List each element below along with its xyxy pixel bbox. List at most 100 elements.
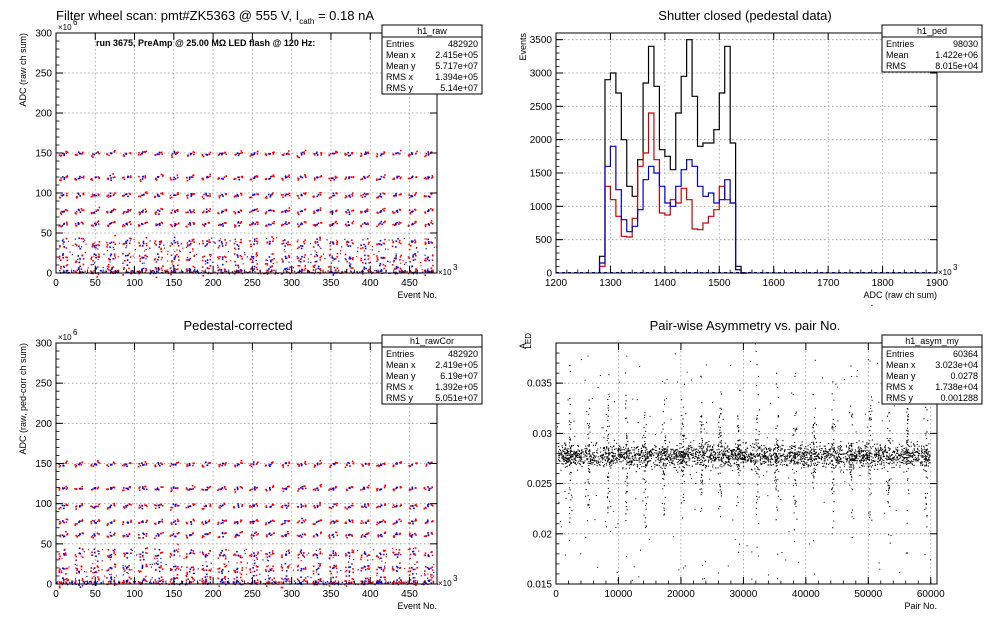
data-point [96, 581, 99, 583]
data-point [256, 150, 259, 153]
data-point [332, 552, 335, 554]
data-point [209, 570, 212, 572]
data-point [284, 577, 286, 580]
data-point [265, 177, 267, 180]
data-point [122, 574, 124, 576]
data-point [125, 211, 128, 213]
data-point [330, 271, 333, 273]
data-point [92, 536, 95, 539]
data-point [288, 222, 291, 224]
data-point [283, 249, 285, 251]
data-point [170, 553, 172, 556]
data-point [725, 453, 727, 455]
data-point [383, 576, 385, 579]
data-point [360, 522, 362, 524]
data-point [193, 519, 195, 522]
data-point [377, 211, 379, 214]
data-point [399, 149, 402, 152]
x-tick-label: 450 [401, 589, 418, 600]
data-point [93, 270, 95, 272]
data-point [113, 550, 115, 553]
data-point [82, 556, 84, 559]
data-point [234, 247, 236, 250]
data-point [344, 177, 347, 180]
data-point [245, 567, 247, 569]
stats-key: Mean x [386, 360, 416, 370]
data-point [195, 270, 198, 272]
data-point [65, 150, 67, 153]
data-point [161, 505, 164, 507]
data-point [379, 552, 381, 555]
data-point [424, 522, 427, 525]
data-point [873, 453, 875, 455]
data-point [221, 269, 223, 271]
data-point [257, 532, 259, 535]
data-point [93, 211, 96, 214]
data-point [377, 582, 380, 585]
data-point [187, 506, 190, 509]
data-point [90, 177, 93, 180]
data-point [285, 578, 288, 581]
data-point [427, 153, 430, 155]
data-point [204, 581, 206, 584]
data-point [171, 582, 173, 584]
data-point [240, 271, 242, 273]
data-point [403, 263, 406, 265]
data-point [66, 264, 69, 266]
data-point [193, 254, 196, 257]
data-point [364, 583, 366, 586]
data-point [106, 488, 108, 490]
y-exponent-power: 6 [73, 18, 78, 27]
data-point [360, 536, 363, 539]
data-point [379, 243, 381, 245]
data-point [336, 243, 338, 245]
data-point [409, 548, 411, 550]
data-point [280, 523, 283, 526]
data-point [201, 270, 203, 272]
data-point [423, 259, 426, 262]
data-point [139, 180, 142, 183]
data-point [161, 463, 163, 466]
data-point [176, 518, 179, 521]
data-point [399, 177, 402, 180]
data-point [111, 268, 113, 270]
data-point [255, 503, 258, 505]
data-point [403, 271, 406, 273]
data-point [289, 564, 291, 566]
x-tick-label: 250 [244, 278, 261, 289]
data-point [927, 460, 929, 462]
data-point [97, 258, 99, 261]
data-point [287, 464, 289, 467]
data-point [104, 271, 106, 273]
data-point [272, 192, 274, 194]
data-point [221, 245, 224, 247]
data-point [742, 461, 744, 464]
data-point [301, 463, 303, 466]
data-point [351, 460, 354, 463]
data-point [379, 553, 382, 556]
y-tick-label: 250 [35, 379, 52, 390]
data-point [365, 506, 367, 509]
data-point [301, 505, 303, 508]
data-point [331, 567, 334, 570]
x-tick-label: 1900 [926, 278, 949, 289]
data-point [128, 271, 130, 274]
data-point [108, 555, 110, 558]
data-point [331, 224, 334, 226]
data-point [264, 272, 266, 275]
data-point [428, 270, 431, 273]
data-point [241, 151, 244, 154]
data-point [61, 504, 64, 507]
data-point [313, 464, 316, 466]
data-point [387, 582, 390, 584]
data-point [77, 192, 80, 195]
data-point [391, 264, 394, 266]
data-point [221, 210, 223, 213]
data-point [138, 534, 140, 536]
data-point [110, 577, 112, 579]
data-point [427, 210, 430, 212]
data-point [249, 489, 251, 492]
data-point [79, 533, 81, 535]
data-point [202, 553, 205, 556]
data-point [303, 520, 306, 523]
